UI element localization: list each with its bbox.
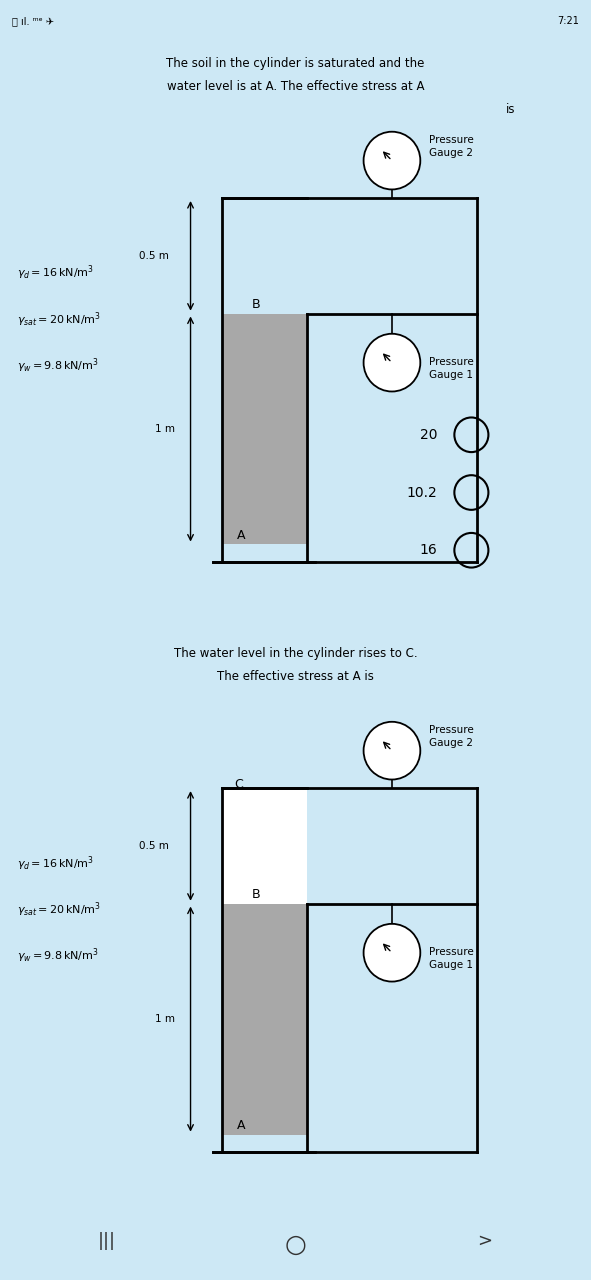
Text: 1 m: 1 m (155, 1014, 175, 1024)
Circle shape (363, 722, 420, 780)
Circle shape (363, 132, 420, 189)
Circle shape (363, 334, 420, 392)
Text: $\gamma_d = 16\,\mathrm{kN/m}^3$: $\gamma_d = 16\,\mathrm{kN/m}^3$ (18, 854, 95, 873)
Text: water level is at A. The effective stress at A: water level is at A. The effective stres… (167, 79, 424, 92)
Text: Pressure
Gauge 1: Pressure Gauge 1 (429, 357, 473, 380)
Text: 1 m: 1 m (155, 424, 175, 434)
Text: Pressure
Gauge 2: Pressure Gauge 2 (429, 134, 473, 157)
Bar (222, 904, 307, 1134)
Text: Pressure
Gauge 1: Pressure Gauge 1 (429, 947, 473, 970)
Bar (222, 314, 307, 544)
Text: 🔒 ıl. ᵐᵉ ✈: 🔒 ıl. ᵐᵉ ✈ (12, 17, 54, 26)
Text: A: A (238, 1119, 246, 1132)
Text: 0.5 m: 0.5 m (139, 251, 168, 261)
Text: 10.2: 10.2 (407, 485, 437, 499)
Text: The water level in the cylinder rises to C.: The water level in the cylinder rises to… (174, 646, 417, 659)
Text: The effective stress at A is: The effective stress at A is (217, 669, 374, 682)
Bar (222, 788, 307, 904)
Text: $\gamma_w = 9.8\,\mathrm{kN/m}^3$: $\gamma_w = 9.8\,\mathrm{kN/m}^3$ (18, 946, 99, 965)
Text: 7:21: 7:21 (557, 17, 579, 26)
Text: 16: 16 (420, 543, 437, 557)
Text: The soil in the cylinder is saturated and the: The soil in the cylinder is saturated an… (166, 56, 425, 69)
Text: 20: 20 (420, 428, 437, 442)
Text: C: C (235, 778, 243, 791)
Text: Pressure
Gauge 2: Pressure Gauge 2 (429, 724, 473, 748)
Text: B: B (252, 888, 260, 901)
Text: $\gamma_d = 16\,\mathrm{kN/m}^3$: $\gamma_d = 16\,\mathrm{kN/m}^3$ (18, 264, 95, 283)
Text: 0.5 m: 0.5 m (139, 841, 168, 851)
Text: is: is (506, 102, 516, 116)
Circle shape (363, 924, 420, 982)
Text: $\gamma_{sat} = 20\,\mathrm{kN/m}^3$: $\gamma_{sat} = 20\,\mathrm{kN/m}^3$ (18, 310, 102, 329)
Text: $\gamma_w = 9.8\,\mathrm{kN/m}^3$: $\gamma_w = 9.8\,\mathrm{kN/m}^3$ (18, 356, 99, 375)
Text: $\gamma_{sat} = 20\,\mathrm{kN/m}^3$: $\gamma_{sat} = 20\,\mathrm{kN/m}^3$ (18, 900, 102, 919)
Text: ○: ○ (284, 1233, 307, 1257)
Text: |||: ||| (98, 1233, 115, 1251)
Text: >: > (477, 1233, 492, 1251)
Text: B: B (252, 298, 260, 311)
Text: A: A (238, 529, 246, 541)
